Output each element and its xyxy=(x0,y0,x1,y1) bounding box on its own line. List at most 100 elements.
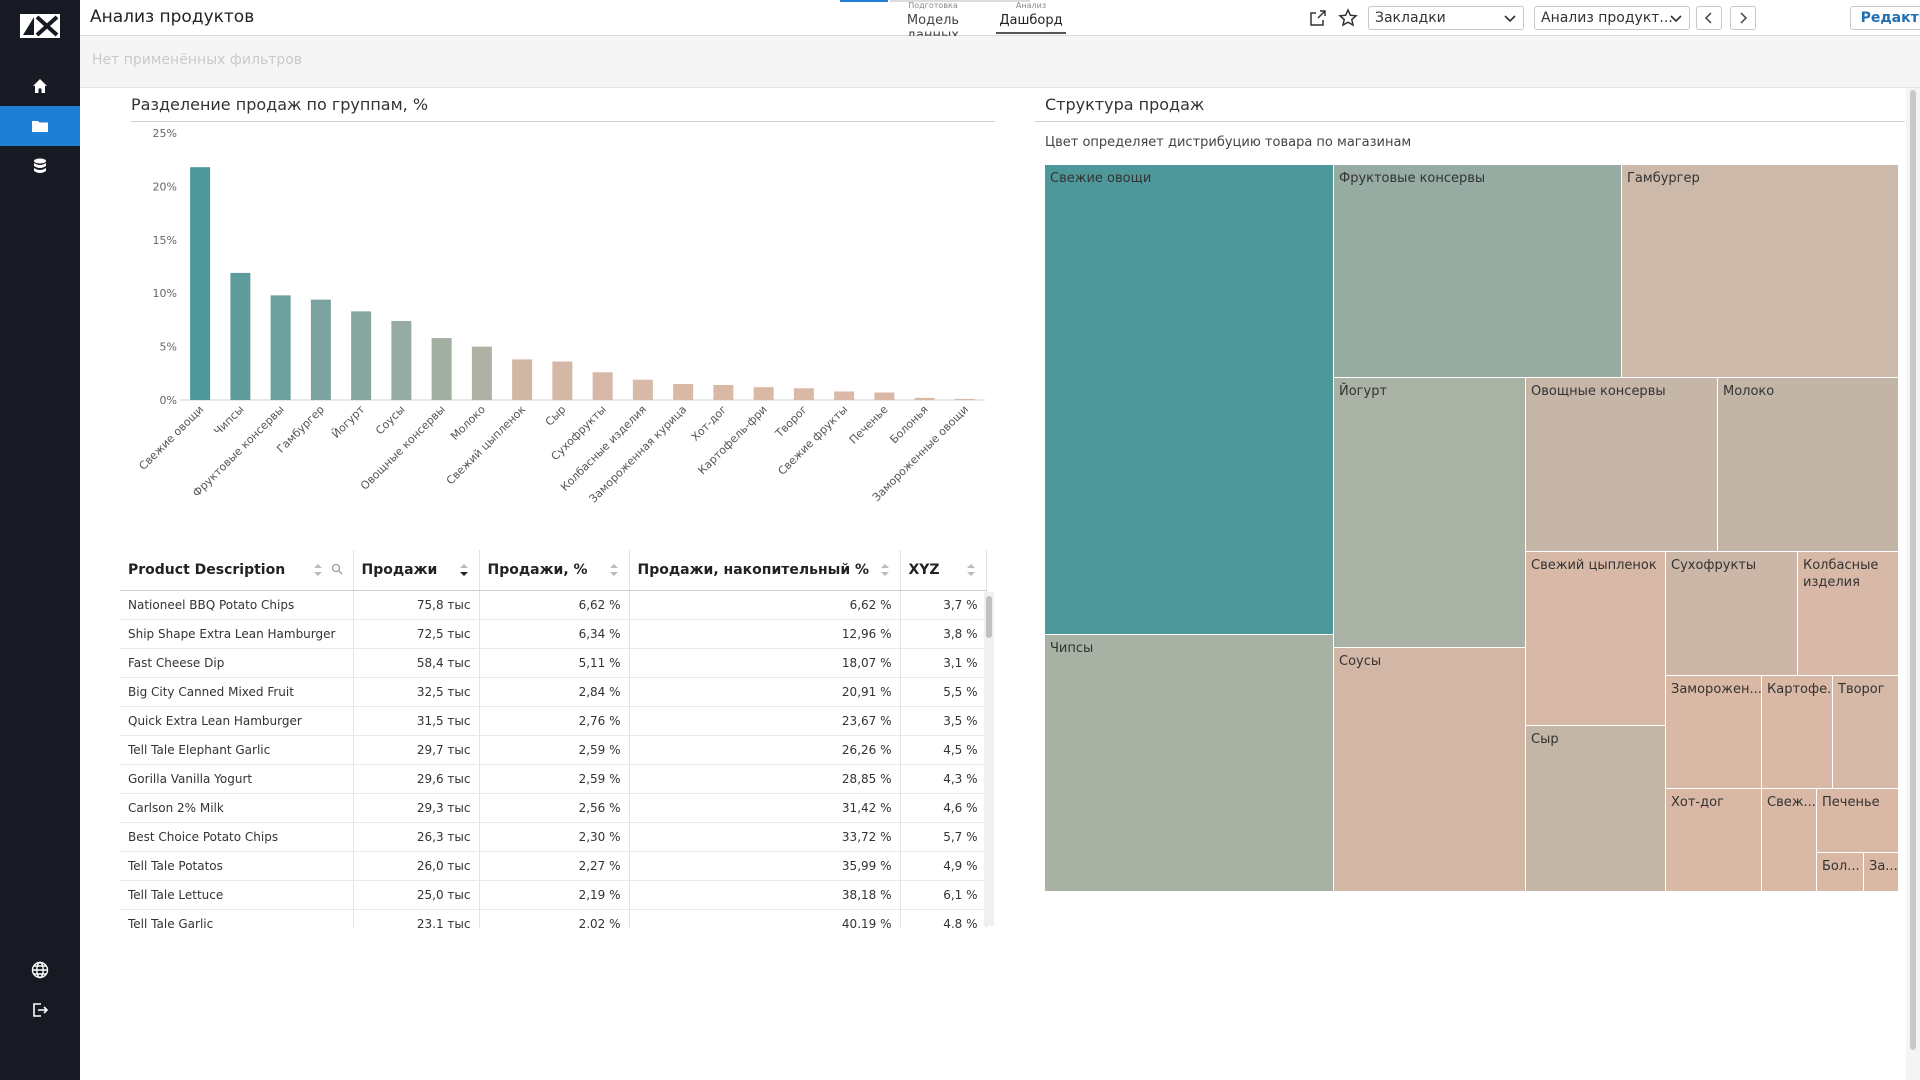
table-row[interactable]: Tell Tale Garlic 23,1 тыс 2,02 % 40,19 % 4,8… xyxy=(120,909,987,928)
sort-icon[interactable] xyxy=(880,563,890,577)
table-row[interactable]: Ship Shape Extra Lean Hamburger 72,5 тыс 6… xyxy=(120,619,987,649)
filter-bar[interactable]: Нет применённых фильтров xyxy=(80,36,1920,88)
treemap-tile[interactable]: Соусы xyxy=(1334,648,1526,892)
treemap-tile-label: Фруктовые консервы xyxy=(1339,171,1486,186)
table-cell: Tell Tale Potatos xyxy=(120,851,354,881)
table-row[interactable]: Big City Canned Mixed Fruit 32,5 тыс 2,84 … xyxy=(120,677,987,707)
table-header-row: Product Description Продажи Продажи, % П… xyxy=(120,550,987,591)
logout-icon xyxy=(33,1003,49,1017)
table-row[interactable]: Tell Tale Elephant Garlic 29,7 тыс 2,59 % 2… xyxy=(120,735,987,765)
globe-icon xyxy=(31,961,49,979)
home-button[interactable] xyxy=(0,66,80,106)
table-row[interactable]: Gorilla Vanilla Yogurt 29,6 тыс 2,59 % 28,8… xyxy=(120,764,987,794)
table-row[interactable]: Nationeel BBQ Potato Chips 75,8 тыс 6,62 %… xyxy=(120,590,987,620)
table-cell: Quick Extra Lean Hamburger xyxy=(120,706,354,736)
x-tick-label: Свежие овощи xyxy=(136,403,206,473)
stage-dashboard[interactable]: Анализ Дашборд xyxy=(996,0,1066,34)
treemap-tile[interactable]: Гамбургер xyxy=(1622,165,1899,378)
previous-button[interactable] xyxy=(1696,6,1722,30)
table-row[interactable]: Best Choice Potato Chips 26,3 тыс 2,30 % 33… xyxy=(120,822,987,852)
search-icon[interactable] xyxy=(331,563,343,575)
table-cell: 20,91 % xyxy=(629,677,901,707)
treemap-tile[interactable]: Хот-дог xyxy=(1666,789,1762,892)
treemap-tile-label: Сухофрукты xyxy=(1671,558,1757,573)
table-row[interactable]: Quick Extra Lean Hamburger 31,5 тыс 2,76 %… xyxy=(120,706,987,736)
favorite-button[interactable] xyxy=(1336,6,1360,30)
table-cell: 18,07 % xyxy=(629,648,901,678)
treemap-tile[interactable]: Молоко xyxy=(1718,378,1899,552)
treemap-tile[interactable]: Свежий цыпленок xyxy=(1526,552,1666,726)
treemap-tile[interactable]: Свеж... xyxy=(1762,789,1817,892)
treemap-tile[interactable]: Сыр xyxy=(1526,726,1666,892)
sort-desc-icon[interactable] xyxy=(459,563,469,577)
folder-button[interactable] xyxy=(0,106,80,146)
treemap-tile[interactable]: Печенье xyxy=(1817,789,1899,853)
language-button[interactable] xyxy=(0,950,80,990)
x-tick-label: Сыр xyxy=(543,403,569,429)
bar xyxy=(512,359,533,400)
treemap-tile[interactable]: Йогурт xyxy=(1334,378,1526,648)
treemap-tile[interactable]: Овощные консервы xyxy=(1526,378,1718,552)
bar xyxy=(431,338,452,400)
bar xyxy=(632,379,653,400)
treemap-tile[interactable]: За... xyxy=(1864,853,1899,892)
sort-icon[interactable] xyxy=(966,563,976,577)
top-bar: Анализ продуктов Подготовка Модель данны… xyxy=(80,0,1920,43)
column-header-label: Product Description xyxy=(128,561,286,578)
treemap-tile[interactable]: Фруктовые консервы xyxy=(1334,165,1622,378)
sort-icon[interactable] xyxy=(313,563,323,577)
database-button[interactable] xyxy=(0,146,80,186)
treemap-tile[interactable]: Картофе... xyxy=(1762,676,1833,789)
edit-button[interactable]: Редактировать xyxy=(1850,6,1920,30)
column-header-sales[interactable]: Продажи xyxy=(353,550,480,591)
x-tick-label: Свежие фрукты xyxy=(775,403,850,478)
treemap-tile-label: Сыр xyxy=(1531,732,1559,747)
table-scrollbar-thumb[interactable] xyxy=(986,596,992,638)
table-row[interactable]: Tell Tale Potatos 26,0 тыс 2,27 % 35,99 % 4,… xyxy=(120,851,987,881)
next-button[interactable] xyxy=(1730,6,1756,30)
treemap-tile[interactable]: Заморожен... xyxy=(1666,676,1762,789)
table-row[interactable]: Tell Tale Lettuce 25,0 тыс 2,19 % 38,18 % 6,… xyxy=(120,880,987,910)
column-header-cumulative[interactable]: Продажи, накопительный % xyxy=(629,550,901,591)
logout-button[interactable] xyxy=(0,990,80,1030)
treemap-tile-label: Свеж... xyxy=(1767,795,1816,810)
x-tick-label: Молоко xyxy=(448,403,488,443)
table-cell: 6,62 % xyxy=(479,590,630,620)
bar xyxy=(391,320,412,400)
bar xyxy=(190,167,211,400)
x-tick-label: Йогурт xyxy=(329,403,367,441)
bar xyxy=(914,397,935,400)
table-row[interactable]: Carlson 2% Milk 29,3 тыс 2,56 % 31,42 % 4,6 … xyxy=(120,793,987,823)
column-header-xyz[interactable]: XYZ xyxy=(900,550,987,591)
treemap-tile[interactable]: Творог xyxy=(1833,676,1899,789)
column-header-product[interactable]: Product Description xyxy=(120,550,354,591)
table-cell: 6,62 % xyxy=(629,590,901,620)
table-cell: Tell Tale Elephant Garlic xyxy=(120,735,354,765)
y-tick-label: 25% xyxy=(153,127,177,140)
bookmarks-select[interactable]: Закладки xyxy=(1368,6,1524,30)
treemap-tile-label: Картофе... xyxy=(1767,682,1833,697)
table-cell: 5,5 % xyxy=(900,677,987,707)
share-button[interactable] xyxy=(1306,6,1330,30)
page-scrollbar-thumb[interactable] xyxy=(1910,90,1916,1050)
treemap-tile[interactable]: Чипсы xyxy=(1045,635,1334,892)
stage-small-label: Анализ xyxy=(1015,1,1047,10)
treemap: Свежие овощи Чипсы Фруктовые консервы Гамбу… xyxy=(1045,165,1899,892)
table-cell: 58,4 тыс xyxy=(353,648,480,678)
treemap-tile[interactable]: Свежие овощи xyxy=(1045,165,1334,635)
table-scrollbar[interactable] xyxy=(984,592,994,926)
table-row[interactable]: Fast Cheese Dip 58,4 тыс 5,11 % 18,07 % 3,1 … xyxy=(120,648,987,678)
treemap-tile-label: Свежие овощи xyxy=(1050,171,1152,186)
treemap-tile[interactable]: Колбасные изделия xyxy=(1798,552,1899,676)
table-cell: 29,3 тыс xyxy=(353,793,480,823)
sort-icon[interactable] xyxy=(609,563,619,577)
bar xyxy=(230,272,251,400)
chevron-down-icon xyxy=(1504,15,1516,23)
bar xyxy=(471,346,492,400)
treemap-tile-label: Молоко xyxy=(1723,384,1775,399)
bar xyxy=(592,372,613,400)
treemap-tile[interactable]: Сухофрукты xyxy=(1666,552,1798,676)
column-header-sales-pct[interactable]: Продажи, % xyxy=(479,550,630,591)
report-select[interactable]: Анализ продукт... xyxy=(1534,6,1690,30)
treemap-tile[interactable]: Бол... xyxy=(1817,853,1864,892)
